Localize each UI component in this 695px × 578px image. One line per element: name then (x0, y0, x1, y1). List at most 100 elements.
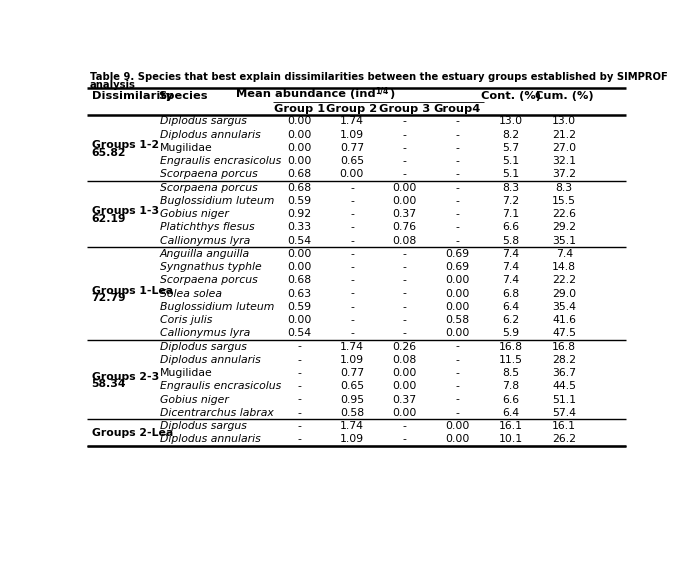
Text: 16.8: 16.8 (553, 342, 576, 351)
Text: 0.00: 0.00 (445, 328, 470, 338)
Text: 62.19: 62.19 (92, 214, 126, 224)
Text: 26.2: 26.2 (553, 434, 576, 444)
Text: Callionymus lyra: Callionymus lyra (160, 328, 250, 338)
Text: -: - (402, 328, 407, 338)
Text: Engraulis encrasicolus: Engraulis encrasicolus (160, 156, 281, 166)
Text: analysis: analysis (90, 80, 136, 90)
Text: -: - (455, 223, 459, 232)
Text: -: - (297, 408, 301, 418)
Text: 0.00: 0.00 (393, 408, 417, 418)
Text: 5.1: 5.1 (502, 156, 519, 166)
Text: -: - (402, 156, 407, 166)
Text: Diplodus annularis: Diplodus annularis (160, 434, 261, 444)
Text: -: - (455, 143, 459, 153)
Text: -: - (455, 129, 459, 140)
Text: -: - (297, 421, 301, 431)
Text: 0.37: 0.37 (393, 209, 417, 219)
Text: 0.63: 0.63 (287, 288, 311, 299)
Text: Gobius niger: Gobius niger (160, 209, 229, 219)
Text: Groups 1-2: Groups 1-2 (92, 140, 158, 150)
Text: 13.0: 13.0 (553, 116, 576, 127)
Text: 0.00: 0.00 (445, 421, 470, 431)
Text: 0.00: 0.00 (287, 143, 311, 153)
Text: Group 3: Group 3 (379, 103, 430, 114)
Text: 0.00: 0.00 (445, 275, 470, 286)
Text: 0.00: 0.00 (445, 434, 470, 444)
Text: 0.00: 0.00 (287, 262, 311, 272)
Text: 72.79: 72.79 (92, 293, 126, 303)
Text: Callionymus lyra: Callionymus lyra (160, 236, 250, 246)
Text: 6.4: 6.4 (502, 408, 519, 418)
Text: 35.1: 35.1 (553, 236, 576, 246)
Text: 0.00: 0.00 (393, 196, 417, 206)
Text: 8.3: 8.3 (556, 183, 573, 192)
Text: -: - (402, 302, 407, 312)
Text: Table 9. Species that best explain dissimilarities between the estuary groups es: Table 9. Species that best explain dissi… (90, 72, 668, 81)
Text: 1.74: 1.74 (340, 421, 364, 431)
Text: 0.54: 0.54 (287, 328, 311, 338)
Text: 0.00: 0.00 (393, 183, 417, 192)
Text: -: - (402, 169, 407, 179)
Text: Dissimilarity: Dissimilarity (92, 91, 172, 101)
Text: 1/4: 1/4 (375, 87, 389, 96)
Text: -: - (350, 262, 354, 272)
Text: 22.6: 22.6 (553, 209, 576, 219)
Text: -: - (402, 434, 407, 444)
Text: Diplodus sargus: Diplodus sargus (160, 116, 247, 127)
Text: 28.2: 28.2 (553, 355, 576, 365)
Text: -: - (297, 395, 301, 405)
Text: -: - (297, 342, 301, 351)
Text: Mugilidae: Mugilidae (160, 368, 213, 378)
Text: Group 1: Group 1 (274, 103, 325, 114)
Text: Syngnathus typhle: Syngnathus typhle (160, 262, 261, 272)
Text: -: - (350, 275, 354, 286)
Text: -: - (350, 183, 354, 192)
Text: -: - (402, 143, 407, 153)
Text: Group 2: Group 2 (327, 103, 377, 114)
Text: -: - (455, 169, 459, 179)
Text: 65.82: 65.82 (92, 147, 126, 158)
Text: 5.7: 5.7 (502, 143, 519, 153)
Text: 29.0: 29.0 (553, 288, 576, 299)
Text: 11.5: 11.5 (499, 355, 523, 365)
Text: 1.09: 1.09 (340, 355, 364, 365)
Text: 6.2: 6.2 (502, 315, 519, 325)
Text: 16.1: 16.1 (553, 421, 576, 431)
Text: -: - (455, 196, 459, 206)
Text: 1.74: 1.74 (340, 342, 364, 351)
Text: Cont. (%): Cont. (%) (481, 91, 541, 101)
Text: 35.4: 35.4 (553, 302, 576, 312)
Text: 6.6: 6.6 (502, 395, 519, 405)
Text: 47.5: 47.5 (553, 328, 576, 338)
Text: 57.4: 57.4 (553, 408, 576, 418)
Text: 0.37: 0.37 (393, 395, 417, 405)
Text: 0.68: 0.68 (287, 275, 311, 286)
Text: 0.00: 0.00 (287, 156, 311, 166)
Text: 0.54: 0.54 (287, 236, 311, 246)
Text: Scorpaena porcus: Scorpaena porcus (160, 169, 257, 179)
Text: 0.95: 0.95 (340, 395, 364, 405)
Text: Scorpaena porcus: Scorpaena porcus (160, 183, 257, 192)
Text: 7.4: 7.4 (502, 262, 519, 272)
Text: -: - (350, 315, 354, 325)
Text: 0.59: 0.59 (287, 196, 311, 206)
Text: -: - (297, 434, 301, 444)
Text: 0.92: 0.92 (287, 209, 311, 219)
Text: -: - (350, 302, 354, 312)
Text: 0.00: 0.00 (445, 288, 470, 299)
Text: 7.4: 7.4 (502, 249, 519, 259)
Text: -: - (455, 395, 459, 405)
Text: 1.09: 1.09 (340, 129, 364, 140)
Text: 0.00: 0.00 (340, 169, 364, 179)
Text: Buglossidium luteum: Buglossidium luteum (160, 302, 274, 312)
Text: 1.09: 1.09 (340, 434, 364, 444)
Text: Diplodus annularis: Diplodus annularis (160, 129, 261, 140)
Text: 0.26: 0.26 (393, 342, 417, 351)
Text: 0.00: 0.00 (287, 129, 311, 140)
Text: Diplodus sargus: Diplodus sargus (160, 342, 247, 351)
Text: Dicentrarchus labrax: Dicentrarchus labrax (160, 408, 273, 418)
Text: 7.8: 7.8 (502, 381, 519, 391)
Text: 1.74: 1.74 (340, 116, 364, 127)
Text: 0.00: 0.00 (287, 116, 311, 127)
Text: 0.00: 0.00 (445, 302, 470, 312)
